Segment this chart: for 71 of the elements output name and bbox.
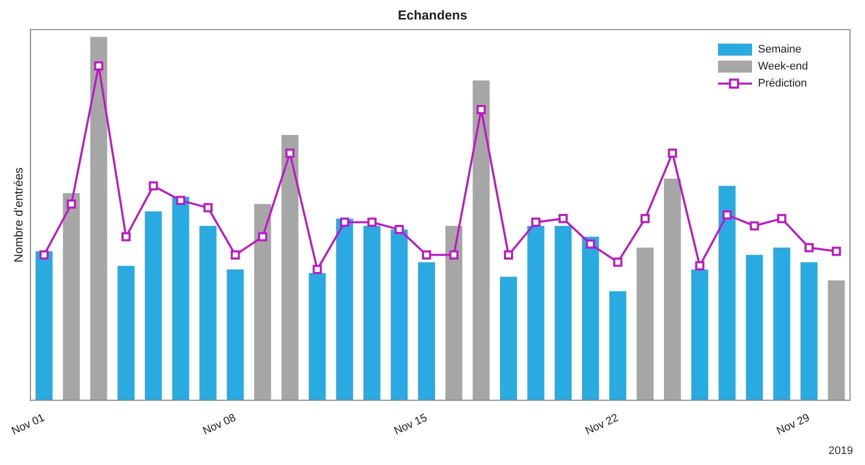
x-tick-label: Nov 01 xyxy=(10,412,47,438)
bar xyxy=(582,236,599,400)
point xyxy=(203,203,213,212)
bar xyxy=(691,269,708,400)
point xyxy=(695,261,704,270)
text: 2019 xyxy=(828,445,853,457)
point xyxy=(176,196,186,205)
bar xyxy=(308,273,326,400)
point xyxy=(531,218,540,227)
bar xyxy=(609,291,626,400)
point xyxy=(312,264,322,274)
point xyxy=(148,181,158,190)
point xyxy=(422,250,432,260)
bar xyxy=(773,248,790,400)
point xyxy=(777,214,786,224)
point xyxy=(476,105,486,114)
point xyxy=(613,258,622,267)
legend-label: Prédiction xyxy=(758,78,807,90)
bar xyxy=(200,226,216,400)
bar xyxy=(172,196,190,400)
point xyxy=(340,218,350,227)
point xyxy=(586,239,595,249)
x-tick-label: Nov 22 xyxy=(584,412,620,438)
bar xyxy=(828,280,845,400)
point xyxy=(285,148,294,158)
bar xyxy=(363,226,380,400)
point xyxy=(394,224,404,234)
x-tick-label: Nov 08 xyxy=(201,412,238,438)
point xyxy=(668,148,677,158)
legend-label: Week-end xyxy=(758,60,808,73)
bar xyxy=(527,226,544,400)
x-tick-label: Nov 29 xyxy=(774,412,812,438)
bar xyxy=(336,218,354,400)
bar xyxy=(226,269,244,400)
point xyxy=(640,214,650,224)
bar xyxy=(800,262,818,400)
bar xyxy=(746,254,763,400)
bar xyxy=(144,211,162,400)
bar xyxy=(62,193,80,400)
point xyxy=(504,250,514,260)
bar xyxy=(445,226,462,400)
point xyxy=(367,218,376,227)
point xyxy=(66,200,76,209)
point xyxy=(750,221,759,230)
point xyxy=(804,243,814,252)
bar xyxy=(472,80,490,400)
x-tick-label: Nov 15 xyxy=(392,412,430,438)
point xyxy=(230,250,240,260)
legend-label: Semaine xyxy=(758,44,802,56)
point xyxy=(449,250,458,260)
point xyxy=(558,214,568,224)
bar xyxy=(554,226,572,400)
bar xyxy=(281,134,298,400)
y-axis-title: Nombre d'entrées xyxy=(12,167,26,262)
bar xyxy=(418,262,436,400)
bar xyxy=(390,229,408,400)
bar xyxy=(500,276,517,400)
bar xyxy=(636,248,654,400)
point xyxy=(94,61,104,70)
point xyxy=(40,250,49,260)
point xyxy=(832,246,841,256)
point xyxy=(722,210,732,220)
chart-title: Echandens xyxy=(398,7,468,22)
bar xyxy=(718,186,736,400)
point xyxy=(121,232,131,242)
bar xyxy=(36,251,53,400)
bar xyxy=(90,36,108,400)
bar xyxy=(118,266,134,400)
point xyxy=(258,232,268,242)
bar xyxy=(664,178,681,400)
bar xyxy=(254,204,272,400)
